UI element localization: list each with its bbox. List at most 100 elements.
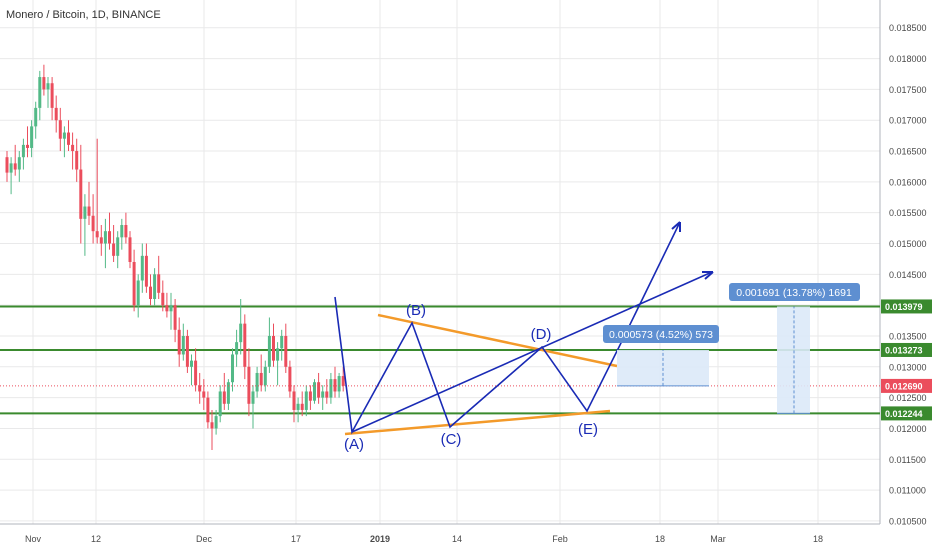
measure-label: 0.000573 (4.52%) 573 [609,329,713,341]
candle-body [173,305,177,330]
wave-trendline [449,346,543,428]
candle-body [206,397,210,423]
candle-body [42,77,46,90]
wave-label: (B) [406,302,426,319]
y-tick-label: 0.015500 [889,208,927,218]
x-tick-label: 14 [452,534,462,544]
candle-body [169,305,173,312]
y-tick-label: 0.011000 [889,486,926,496]
candle-body [9,163,13,173]
candle-body [255,372,259,392]
candle-body [132,262,136,306]
y-tick-label: 0.010500 [889,516,927,526]
candle-body [54,107,58,121]
candle-body [91,215,95,232]
y-tick-label: 0.016000 [889,177,927,187]
wave-label: (A) [344,436,364,453]
x-tick-label: 18 [813,534,823,544]
y-tick-label: 0.018500 [889,23,927,33]
candle-body [13,163,17,170]
candle-body [202,391,206,398]
last-price-tag-label: 0.012690 [885,381,923,391]
candle-body [263,366,267,386]
candle-body [140,255,144,281]
candle-body [62,132,66,139]
y-tick-label: 0.018000 [889,54,927,64]
candle-body [341,376,345,386]
x-tick-label: Mar [710,534,726,544]
candle-body [304,391,308,410]
wave-label: (E) [578,421,598,438]
candle-body [165,305,169,312]
candle-body [177,329,181,355]
candle-body [21,144,25,158]
x-tick-label: 12 [91,534,101,544]
x-tick-label: 17 [291,534,301,544]
candle-body [30,126,34,148]
x-tick-label: 2019 [370,534,390,544]
candle-body [198,385,202,392]
arrowhead [702,271,714,280]
candle-body [103,231,107,244]
x-tick-label: Feb [552,534,568,544]
candle-body [333,379,337,392]
x-tick-label: Dec [196,534,213,544]
candle-body [239,323,243,343]
candle-body [235,342,239,355]
candle-body [288,366,292,392]
candle-body [124,225,128,238]
candle-body [144,255,148,287]
candle-body [185,335,189,367]
candle-body [292,391,296,410]
candle-body [75,151,79,170]
candle-body [276,348,280,361]
x-tick-label: 18 [655,534,665,544]
candle-body [87,206,91,216]
arrowhead [671,221,681,232]
candle-body [280,335,284,349]
candle-body [308,391,312,401]
candle-body [284,335,288,367]
y-tick-label: 0.011500 [889,455,926,465]
candle-body [190,360,193,367]
y-tick-label: 0.017500 [889,85,927,95]
candle-body [128,237,132,262]
candle-body [120,225,124,238]
candle-body [214,416,218,429]
candle-body [247,366,251,404]
measure-label-box [729,283,860,301]
candle-body [222,391,226,404]
chart-title: Monero / Bitcoin, 1D, BINANCE [6,9,161,21]
price-tag-label: 0.013273 [885,345,923,355]
y-tick-label: 0.014500 [889,270,927,280]
wave-label: (D) [531,326,552,343]
candle-body [38,77,42,108]
candle-body [50,83,54,108]
price-tag-label: 0.012244 [885,409,923,419]
candle-body [300,403,304,410]
price-tag [881,299,932,314]
triangle-lower-line [344,409,611,436]
candle-body [112,243,116,256]
candle-body [226,382,230,404]
last-price-tag [881,378,932,393]
wave-trendline [351,271,713,433]
candle-body [194,360,198,386]
candle-body [296,403,300,410]
candle-body [329,379,333,398]
y-tick-label: 0.013000 [889,362,927,372]
candle-body [108,231,111,244]
candle-body [272,335,275,361]
candle-body [99,237,103,244]
candle-body [34,107,38,127]
y-tick-label: 0.012500 [889,393,927,403]
triangle-upper-line [377,313,618,368]
candle-body [259,372,263,386]
candle-body [26,144,29,148]
price-tag [881,406,932,421]
y-tick-label: 0.012000 [889,424,927,434]
candle-body [116,237,120,256]
candle-body [161,292,165,306]
